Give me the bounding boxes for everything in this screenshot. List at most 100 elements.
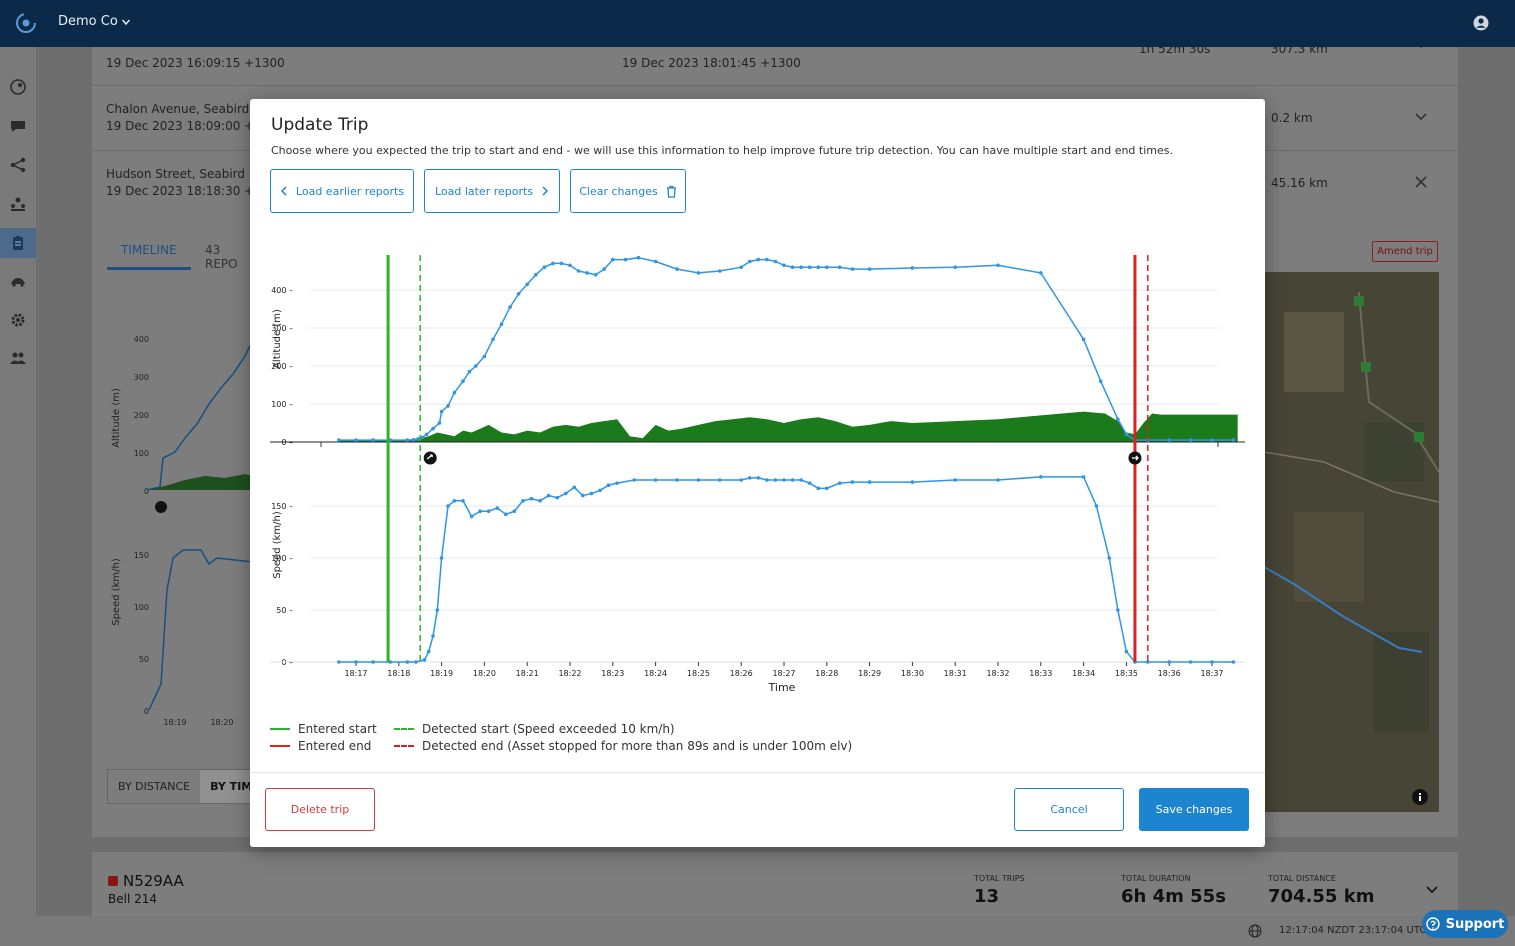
info-icon[interactable] <box>1411 788 1429 806</box>
user-avatar-icon[interactable] <box>1473 15 1489 31</box>
altitude-point <box>474 364 478 368</box>
trip-location: Chalon Avenue, Seabird <box>106 102 250 116</box>
altitude-line <box>338 256 1234 441</box>
legend-entered-start: Entered start <box>270 722 377 736</box>
trip-row[interactable]: Hudson Street, Seabird 19 Dec 2023 18:18… <box>92 164 1458 216</box>
stat-label: TOTAL TRIPS <box>974 874 1025 883</box>
trip-chart[interactable]: 0 –100 –200 –300 –400 – 0 –50 –100 –150 … <box>250 239 1265 699</box>
altitude-point <box>696 271 701 275</box>
altitude-point <box>850 267 855 271</box>
altitude-point <box>653 259 658 264</box>
tab-reports[interactable]: 43 REPO <box>205 243 238 271</box>
load-earlier-button[interactable]: Load earlier reports <box>270 169 414 213</box>
sidebar-item-messages[interactable] <box>6 114 30 138</box>
tick-label: 18:34 <box>1072 669 1095 678</box>
altitude-point <box>636 255 641 260</box>
delete-trip-button[interactable]: Delete trip <box>265 788 375 831</box>
altitude-point <box>602 267 607 271</box>
speed-point <box>529 496 534 501</box>
altitude-point <box>593 273 598 277</box>
legend-entered-end: Entered end <box>270 739 371 753</box>
speed-point <box>555 495 559 500</box>
sidebar-item-users[interactable] <box>6 346 30 370</box>
clear-changes-button[interactable]: Clear changes <box>570 169 686 213</box>
speed-point <box>521 499 525 503</box>
speed-point <box>563 491 568 496</box>
tick-label: 18:17 <box>344 669 367 678</box>
cancel-button[interactable]: Cancel <box>1014 788 1124 831</box>
amend-trip-button[interactable]: Amend trip <box>1372 241 1438 262</box>
altitude-point <box>508 305 512 309</box>
tick-label: 100 <box>134 449 149 458</box>
speed-point <box>1081 475 1086 479</box>
altitude-point <box>354 438 358 442</box>
altitude-point <box>439 409 444 414</box>
chart-mode-toggle[interactable]: BY DISTANCE BY TIME <box>107 769 271 804</box>
globe-pin-icon <box>10 79 26 95</box>
load-later-button[interactable]: Load later reports <box>424 169 560 213</box>
asset-summary-card[interactable]: N529AA Bell 214 TOTAL TRIPS 13 TOTAL DUR… <box>92 852 1458 916</box>
sidebar-item-settings[interactable] <box>6 308 30 332</box>
altitude-point <box>585 271 589 275</box>
support-button[interactable]: Support <box>1422 910 1508 938</box>
speed-point <box>747 476 752 480</box>
chevron-down-icon[interactable] <box>1414 110 1428 124</box>
speed-point <box>837 481 842 485</box>
altitude-point <box>337 438 341 442</box>
start-handle-icon[interactable] <box>423 451 437 465</box>
altitude-point <box>1231 438 1236 442</box>
sidebar-item-share[interactable] <box>6 153 30 177</box>
bg-altitude-label: Altitude (m) <box>111 388 122 448</box>
altitude-point <box>542 265 547 269</box>
end-handle-icon[interactable] <box>1128 451 1142 465</box>
sidebar-item-team[interactable] <box>6 192 30 216</box>
legend-detected-start: Detected start (Speed exceeded 10 km/h) <box>394 722 675 736</box>
tab-label: TIMELINE <box>121 243 177 257</box>
speed-point <box>606 483 611 487</box>
altitude-point <box>799 265 803 269</box>
sidebar-item-map[interactable] <box>6 75 30 99</box>
trip-start-time: 19 Dec 2023 18:09:00 +130 <box>106 119 278 133</box>
speed-point <box>426 649 431 654</box>
app-logo-icon[interactable] <box>14 11 38 35</box>
globe-icon[interactable] <box>1248 924 1262 938</box>
altitude-point <box>790 265 795 269</box>
total-distance-stat: TOTAL DISTANCE 704.55 km <box>1268 874 1374 907</box>
trip-distance: 45.16 km <box>1271 176 1328 190</box>
chevron-right-icon <box>542 186 549 196</box>
speed-point <box>739 478 743 482</box>
tick-label: 100 <box>134 603 149 612</box>
tab-label: 43 REPO <box>205 243 238 271</box>
altitude-point <box>623 257 628 262</box>
close-icon[interactable] <box>1414 175 1428 189</box>
x-axis: 18:17 18:18 18:19 18:20 18:21 18:22 18:23 18:24… <box>320 442 1224 678</box>
top-bar: Demo Co <box>0 0 1515 47</box>
legend-label: Entered start <box>298 722 377 736</box>
trip-chart-svg[interactable]: 0 –100 –200 –300 –400 – 0 –50 –100 –150 … <box>250 239 1265 699</box>
speed-point <box>790 478 795 482</box>
clear-changes-label: Clear changes <box>579 184 658 198</box>
by-distance-button[interactable]: BY DISTANCE <box>118 780 191 793</box>
altitude-axis-label: Altitude (m) <box>272 309 283 369</box>
altitude-point <box>773 259 778 264</box>
altitude-point <box>1081 337 1086 342</box>
tick-label: 18:19 <box>430 669 453 678</box>
speed-point <box>910 480 915 484</box>
stat-label: TOTAL DURATION <box>1121 874 1191 883</box>
bg-alt-ticks: 400 300 200 100 0 <box>134 335 149 496</box>
tick-label: 150 – <box>271 502 293 511</box>
sidebar-item-vehicles[interactable] <box>6 270 30 294</box>
speed-point <box>765 478 769 482</box>
legend-label: Entered end <box>298 739 372 753</box>
tick-label: 100 – <box>271 400 293 409</box>
save-changes-button[interactable]: Save changes <box>1139 788 1249 831</box>
tab-timeline[interactable]: TIMELINE <box>107 238 191 270</box>
sidebar-item-reports[interactable] <box>0 228 36 258</box>
trip-map[interactable] <box>1264 272 1439 812</box>
speed-point <box>538 499 542 503</box>
chevron-down-icon[interactable] <box>1425 883 1439 897</box>
speed-point <box>718 478 722 482</box>
users-icon <box>10 352 26 364</box>
speed-point <box>1124 649 1129 654</box>
org-switcher[interactable]: Demo Co <box>58 14 131 29</box>
